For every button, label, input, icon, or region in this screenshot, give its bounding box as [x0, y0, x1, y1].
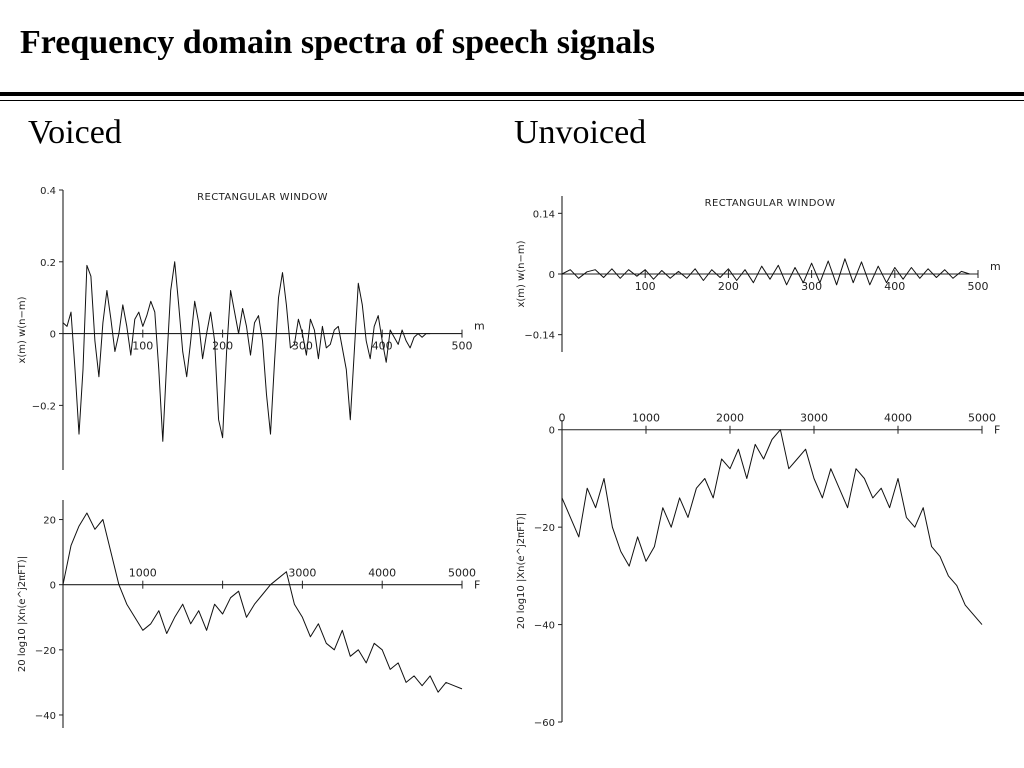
y-axis-label: x(m) w(n−m): [17, 296, 28, 363]
x-tick-label: 3000: [800, 412, 828, 425]
y-tick-label: 0.14: [533, 209, 555, 220]
x-tick-label: 200: [718, 280, 739, 293]
series-line: [561, 429, 983, 625]
voiced-heading: Voiced: [28, 114, 122, 151]
x-tick-label: 2000: [716, 412, 744, 425]
x-tick-label: 500: [968, 280, 989, 293]
panel-title: RECTANGULAR WINDOW: [705, 198, 836, 209]
x-axis-label: F: [474, 579, 480, 592]
y-tick-label: −20: [35, 646, 56, 657]
x-tick-label: 5000: [968, 412, 996, 425]
x-tick-label: 4000: [368, 567, 396, 580]
y-axis-label: x(m) w(n−m): [516, 240, 527, 307]
x-tick-label: 100: [635, 280, 656, 293]
y-tick-label: 0.2: [40, 258, 56, 269]
y-axis-label: 20 log10 |Xn(e^j2πFT)|: [17, 556, 28, 672]
slide-title: Frequency domain spectra of speech signa…: [20, 24, 655, 61]
y-tick-label: 0: [549, 270, 555, 281]
x-tick-label: 300: [801, 280, 822, 293]
x-axis-label: m: [474, 320, 485, 333]
y-tick-label: 0.4: [40, 186, 56, 197]
y-tick-label: −0.2: [32, 401, 56, 412]
title-rule-thick: [0, 92, 1024, 96]
x-tick-label: 1000: [632, 412, 660, 425]
panel-title: RECTANGULAR WINDOW: [197, 192, 328, 203]
y-axis-label: 20 log10 |Xn(e^j2πFT)|: [516, 513, 527, 629]
x-tick-label: 500: [452, 340, 473, 353]
y-tick-label: −60: [534, 718, 555, 729]
series-line: [561, 258, 970, 286]
x-axis-label: F: [994, 424, 1000, 437]
y-tick-label: 0: [50, 330, 56, 341]
y-tick-label: −0.14: [524, 331, 555, 342]
series-line: [62, 512, 463, 693]
x-tick-label: 0: [559, 412, 566, 425]
x-tick-label: 200: [212, 340, 233, 353]
y-tick-label: −40: [534, 621, 555, 632]
x-tick-label: 400: [884, 280, 905, 293]
x-axis-label: m: [990, 260, 1001, 273]
y-tick-label: 20: [43, 516, 56, 527]
y-tick-label: −40: [35, 711, 56, 722]
y-tick-label: 0: [549, 426, 555, 437]
x-tick-label: 5000: [448, 567, 476, 580]
title-rule-thin: [0, 100, 1024, 101]
x-tick-label: 100: [132, 340, 153, 353]
y-tick-label: −20: [534, 523, 555, 534]
x-tick-label: 1000: [129, 567, 157, 580]
x-tick-label: 4000: [884, 412, 912, 425]
y-tick-label: 0: [50, 581, 56, 592]
x-tick-label: 3000: [288, 567, 316, 580]
unvoiced-heading: Unvoiced: [514, 114, 647, 151]
series-line: [62, 261, 431, 442]
